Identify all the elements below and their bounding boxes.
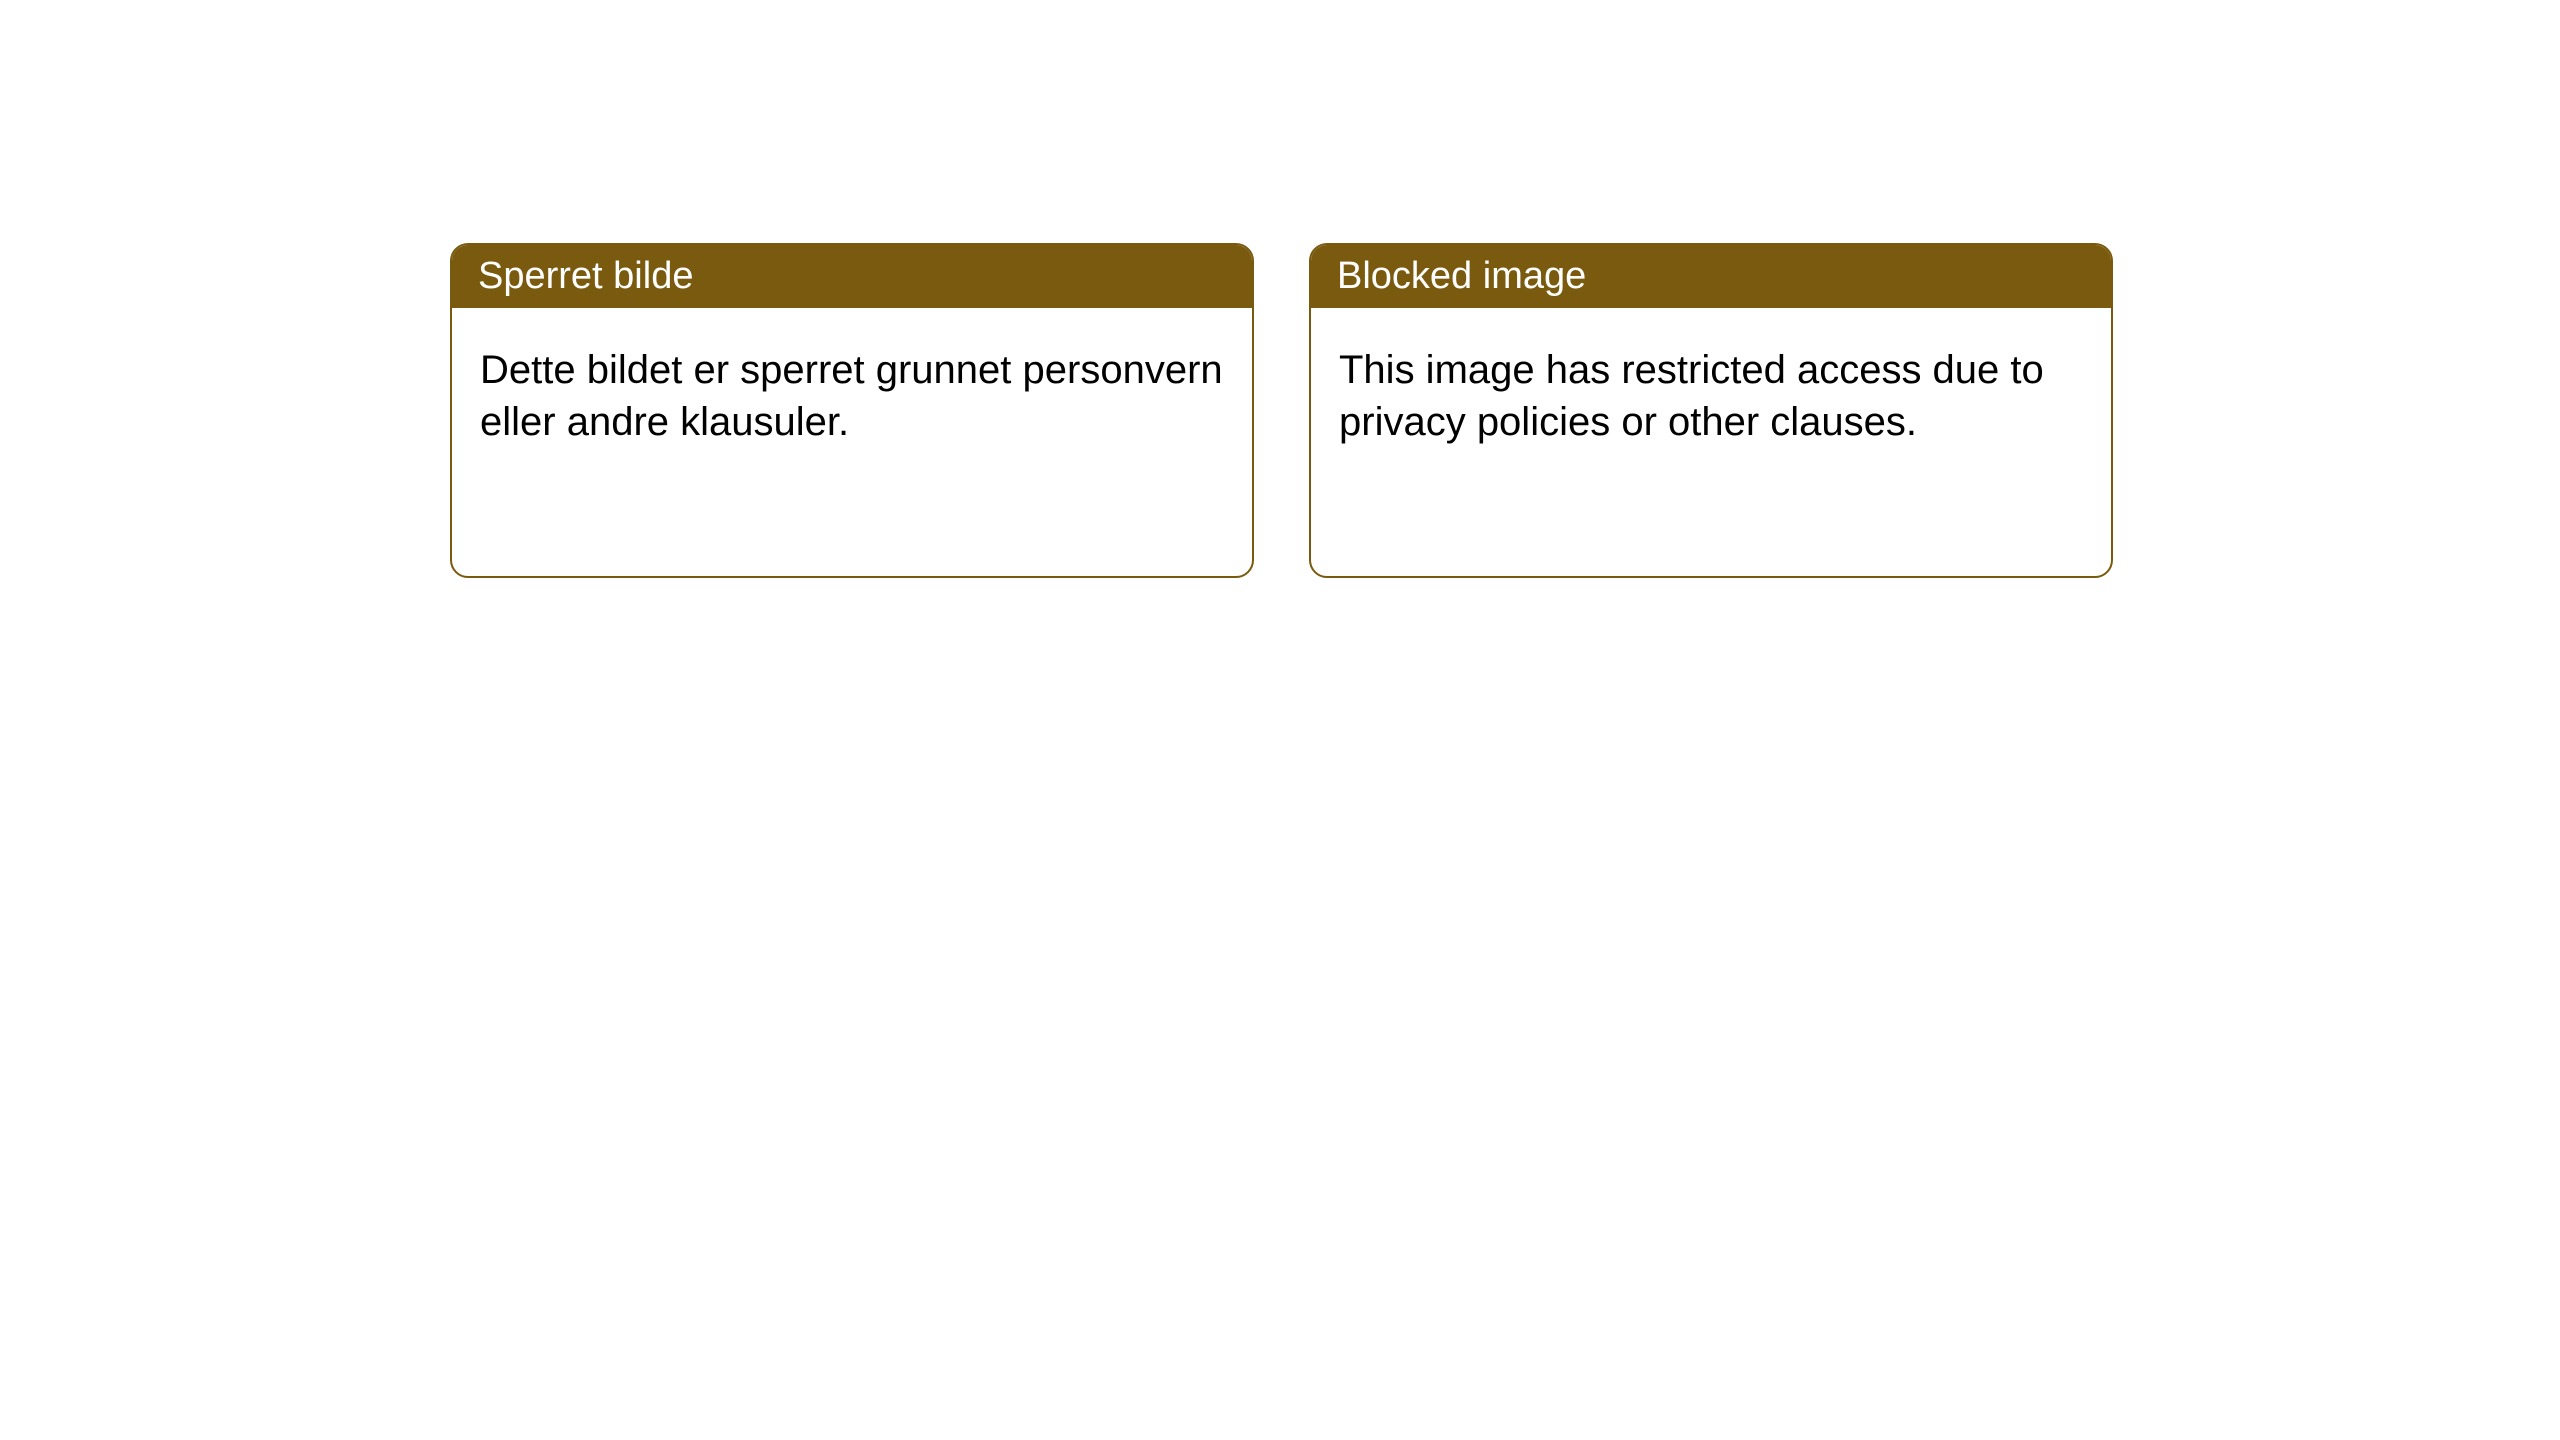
card-body: This image has restricted access due to … (1311, 308, 2111, 484)
card-header: Sperret bilde (452, 245, 1252, 308)
card-body-text: Dette bildet er sperret grunnet personve… (480, 348, 1223, 444)
blocked-image-card-no: Sperret bilde Dette bildet er sperret gr… (450, 243, 1254, 578)
blocked-image-card-en: Blocked image This image has restricted … (1309, 243, 2113, 578)
card-body-text: This image has restricted access due to … (1339, 348, 2044, 444)
card-title: Sperret bilde (478, 255, 693, 297)
cards-container: Sperret bilde Dette bildet er sperret gr… (0, 0, 2560, 578)
card-title: Blocked image (1337, 255, 1586, 297)
card-body: Dette bildet er sperret grunnet personve… (452, 308, 1252, 484)
card-header: Blocked image (1311, 245, 2111, 308)
